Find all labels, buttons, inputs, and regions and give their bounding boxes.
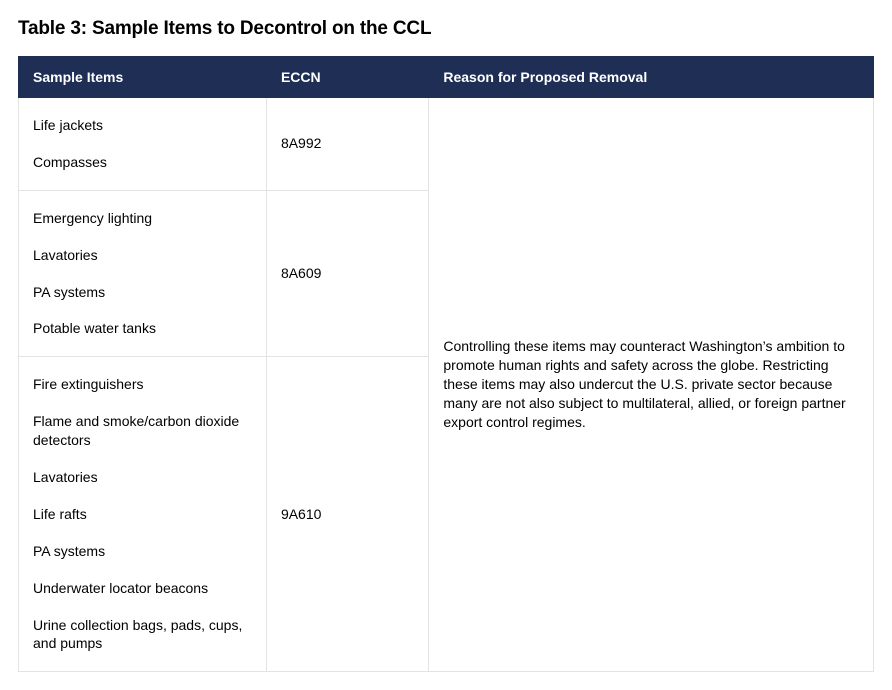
list-item: Potable water tanks (33, 319, 252, 338)
list-item: Urine collection bags, pads, cups, and p… (33, 616, 252, 654)
list-item: Underwater locator beacons (33, 579, 252, 598)
list-item: PA systems (33, 542, 252, 561)
cell-reason: Controlling these items may counteract W… (429, 98, 874, 672)
col-header-reason: Reason for Proposed Removal (429, 57, 874, 98)
cell-items-1: Emergency lighting Lavatories PA systems… (19, 190, 267, 357)
cell-eccn-0: 8A992 (266, 98, 428, 191)
list-item: Life jackets (33, 116, 252, 135)
list-item: Emergency lighting (33, 209, 252, 228)
col-header-sample-items: Sample Items (19, 57, 267, 98)
list-item: Flame and smoke/carbon dioxide detectors (33, 412, 252, 450)
list-item: Life rafts (33, 505, 252, 524)
table-header-row: Sample Items ECCN Reason for Proposed Re… (19, 57, 874, 98)
table-title: Table 3: Sample Items to Decontrol on th… (18, 18, 874, 40)
list-item: Fire extinguishers (33, 375, 252, 394)
table-row: Life jackets Compasses 8A992 Controlling… (19, 98, 874, 191)
cell-eccn-1: 8A609 (266, 190, 428, 357)
list-item: Lavatories (33, 468, 252, 487)
col-header-eccn: ECCN (266, 57, 428, 98)
list-item: Compasses (33, 153, 252, 172)
cell-items-0: Life jackets Compasses (19, 98, 267, 191)
ccl-table: Sample Items ECCN Reason for Proposed Re… (18, 56, 874, 672)
list-item: Lavatories (33, 246, 252, 265)
list-item: PA systems (33, 283, 252, 302)
